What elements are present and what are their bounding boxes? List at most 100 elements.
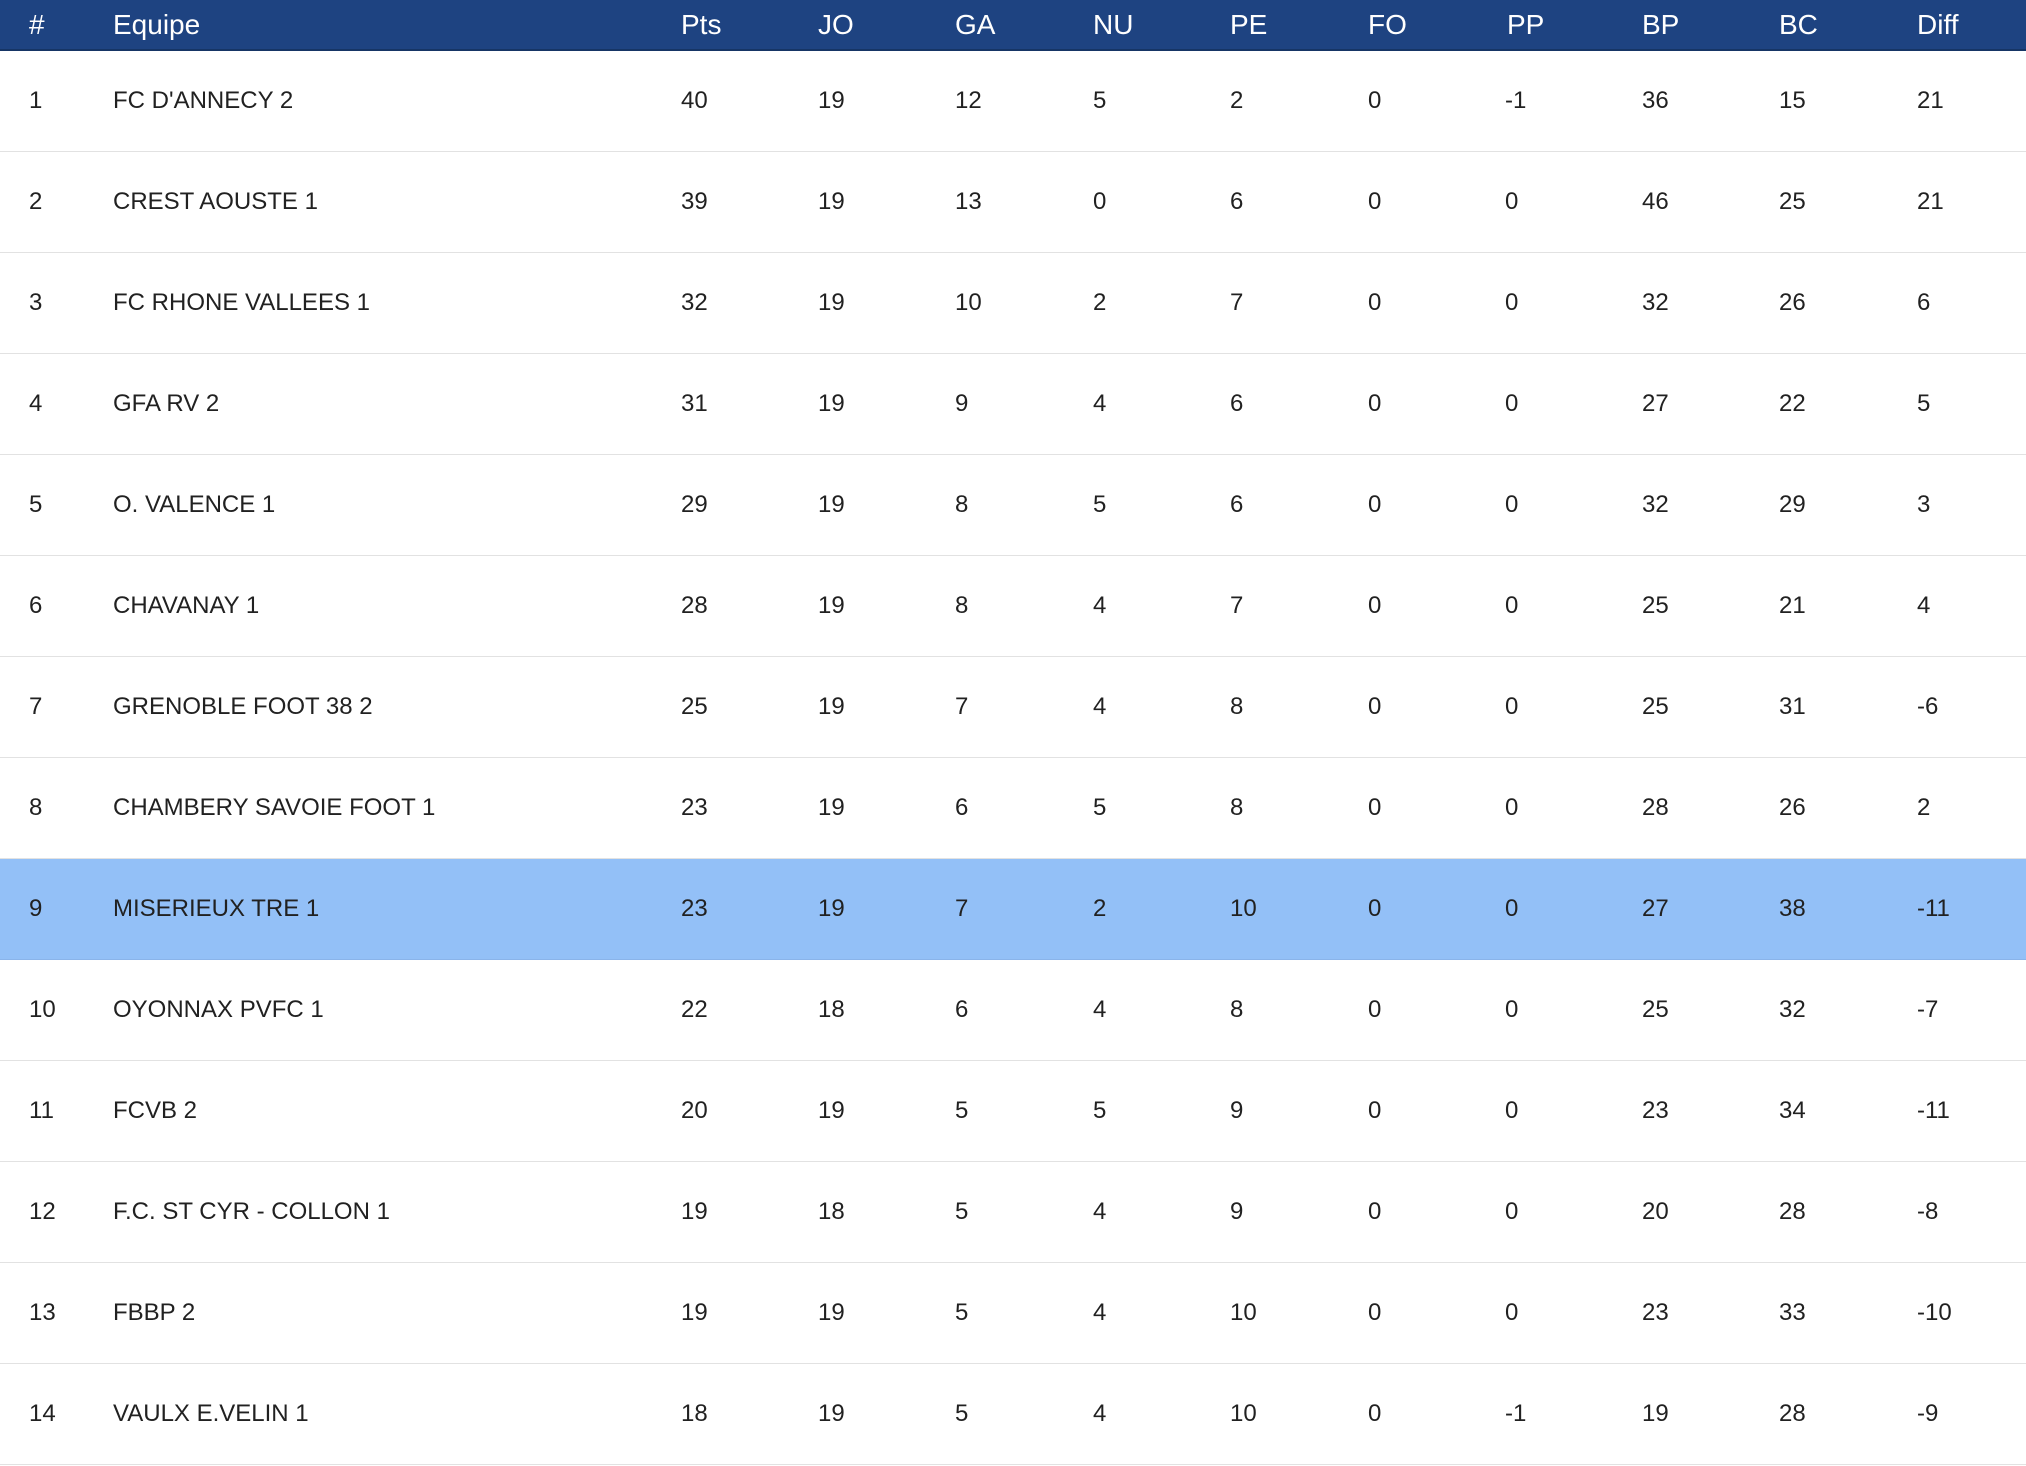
row-rank: 5 <box>29 491 43 518</box>
row-won: 8 <box>955 592 969 619</box>
row-goals-for: 25 <box>1642 996 1669 1023</box>
row-lost: 8 <box>1230 996 1244 1023</box>
row-points: 28 <box>681 592 708 619</box>
row-team-name[interactable]: VAULX E.VELIN 1 <box>113 1400 309 1427</box>
row-rank: 2 <box>29 188 43 215</box>
row-forfeit: 0 <box>1368 1299 1382 1326</box>
row-won: 5 <box>955 1097 969 1124</box>
row-rank: 6 <box>29 592 43 619</box>
table-row-highlighted[interactable]: 9 MISERIEUX TRE 1 23 19 7 2 10 0 0 27 38 -11 <box>0 859 2026 960</box>
row-penalty-points: 0 <box>1505 491 1519 518</box>
table-row[interactable]: 11 FCVB 2 20 19 5 5 9 0 0 23 34 -11 <box>0 1061 2026 1162</box>
row-goals-for: 25 <box>1642 592 1669 619</box>
row-forfeit: 0 <box>1368 491 1382 518</box>
row-lost: 10 <box>1230 895 1257 922</box>
row-points: 19 <box>681 1198 708 1225</box>
row-lost: 7 <box>1230 289 1244 316</box>
row-goals-for: 32 <box>1642 289 1669 316</box>
row-drawn: 0 <box>1093 188 1107 215</box>
row-goal-difference: -8 <box>1917 1198 1939 1225</box>
row-team-name[interactable]: O. VALENCE 1 <box>113 491 276 518</box>
row-played: 19 <box>818 390 845 417</box>
table-row[interactable]: 5 O. VALENCE 1 29 19 8 5 6 0 0 32 29 3 <box>0 455 2026 556</box>
row-played: 19 <box>818 1299 845 1326</box>
row-drawn: 4 <box>1093 592 1107 619</box>
row-lost: 8 <box>1230 693 1244 720</box>
header-team[interactable]: Equipe <box>113 9 201 40</box>
row-lost: 7 <box>1230 592 1244 619</box>
row-rank: 10 <box>29 996 56 1023</box>
row-points: 40 <box>681 87 708 114</box>
row-team-name[interactable]: FBBP 2 <box>113 1299 196 1326</box>
row-goals-against: 28 <box>1779 1400 1806 1427</box>
row-won: 5 <box>955 1198 969 1225</box>
row-played: 19 <box>818 188 845 215</box>
header-won[interactable]: GA <box>955 9 996 40</box>
row-points: 19 <box>681 1299 708 1326</box>
header-rank[interactable]: # <box>29 9 45 40</box>
row-goals-against: 34 <box>1779 1097 1806 1124</box>
header-penalty-points[interactable]: PP <box>1507 9 1545 40</box>
header-points[interactable]: Pts <box>681 9 722 40</box>
table-row[interactable]: 1 FC D'ANNECY 2 40 19 12 5 2 0 -1 36 15 21 <box>0 51 2026 152</box>
row-drawn: 4 <box>1093 390 1107 417</box>
row-rank: 7 <box>29 693 43 720</box>
table-row[interactable]: 6 CHAVANAY 1 28 19 8 4 7 0 0 25 21 4 <box>0 556 2026 657</box>
table-row[interactable]: 2 CREST AOUSTE 1 39 19 13 0 6 0 0 46 25 21 <box>0 152 2026 253</box>
table-row[interactable]: 8 CHAMBERY SAVOIE FOOT 1 23 19 6 5 8 0 0 28 26 2 <box>0 758 2026 859</box>
row-team-name[interactable]: CREST AOUSTE 1 <box>113 188 318 215</box>
row-team-name[interactable]: MISERIEUX TRE 1 <box>113 895 320 922</box>
row-points: 20 <box>681 1097 708 1124</box>
table-body: 1 FC D'ANNECY 2 40 19 12 5 2 0 -1 36 15 21 2 CREST AO… <box>0 51 2026 1465</box>
row-points: 32 <box>681 289 708 316</box>
row-goals-against: 22 <box>1779 390 1806 417</box>
row-goals-against: 38 <box>1779 895 1806 922</box>
row-points: 25 <box>681 693 708 720</box>
row-won: 8 <box>955 491 969 518</box>
row-drawn: 4 <box>1093 996 1107 1023</box>
row-team-name[interactable]: FC RHONE VALLEES 1 <box>113 289 370 316</box>
row-goals-for: 36 <box>1642 87 1669 114</box>
row-team-name[interactable]: CHAMBERY SAVOIE FOOT 1 <box>113 794 436 821</box>
row-goal-difference: 3 <box>1917 491 1931 518</box>
table-row[interactable]: 7 GRENOBLE FOOT 38 2 25 19 7 4 8 0 0 25 31 -6 <box>0 657 2026 758</box>
row-team-name[interactable]: GRENOBLE FOOT 38 2 <box>113 693 373 720</box>
table-row[interactable]: 3 FC RHONE VALLEES 1 32 19 10 2 7 0 0 32 26 6 <box>0 253 2026 354</box>
row-lost: 8 <box>1230 794 1244 821</box>
row-penalty-points: 0 <box>1505 895 1519 922</box>
table-row[interactable]: 10 OYONNAX PVFC 1 22 18 6 4 8 0 0 25 32 -7 <box>0 960 2026 1061</box>
table-row[interactable]: 13 FBBP 2 19 19 5 4 10 0 0 23 33 -10 <box>0 1263 2026 1364</box>
row-forfeit: 0 <box>1368 289 1382 316</box>
header-goals-for[interactable]: BP <box>1642 9 1680 40</box>
header-lost[interactable]: PE <box>1230 9 1268 40</box>
row-forfeit: 0 <box>1368 1097 1382 1124</box>
table-row[interactable]: 12 F.C. ST CYR - COLLON 1 19 18 5 4 9 0 0 20 28 -8 <box>0 1162 2026 1263</box>
header-drawn[interactable]: NU <box>1093 9 1134 40</box>
table-row[interactable]: 14 VAULX E.VELIN 1 18 19 5 4 10 0 -1 19 28 -9 <box>0 1364 2026 1465</box>
row-team-name[interactable]: FCVB 2 <box>113 1097 198 1124</box>
row-lost: 9 <box>1230 1198 1244 1225</box>
row-played: 19 <box>818 693 845 720</box>
row-team-name[interactable]: FC D'ANNECY 2 <box>113 87 294 114</box>
row-forfeit: 0 <box>1368 996 1382 1023</box>
row-rank: 12 <box>29 1198 56 1225</box>
row-won: 12 <box>955 87 982 114</box>
row-team-name[interactable]: GFA RV 2 <box>113 390 220 417</box>
header-goal-difference[interactable]: Diff <box>1917 9 1959 40</box>
row-team-name[interactable]: OYONNAX PVFC 1 <box>113 996 324 1023</box>
row-team-name[interactable]: F.C. ST CYR - COLLON 1 <box>113 1198 390 1225</box>
row-goal-difference: 21 <box>1917 188 1944 215</box>
row-team-name[interactable]: CHAVANAY 1 <box>113 592 260 619</box>
row-drawn: 5 <box>1093 794 1107 821</box>
row-lost: 6 <box>1230 491 1244 518</box>
header-played[interactable]: JO <box>818 9 854 40</box>
row-lost: 6 <box>1230 188 1244 215</box>
row-played: 19 <box>818 895 845 922</box>
table-row[interactable]: 4 GFA RV 2 31 19 9 4 6 0 0 27 22 5 <box>0 354 2026 455</box>
row-goals-for: 20 <box>1642 1198 1669 1225</box>
header-forfeit[interactable]: FO <box>1368 9 1407 40</box>
row-forfeit: 0 <box>1368 1400 1382 1427</box>
row-rank: 9 <box>29 895 43 922</box>
row-won: 6 <box>955 996 969 1023</box>
header-goals-against[interactable]: BC <box>1779 9 1818 40</box>
